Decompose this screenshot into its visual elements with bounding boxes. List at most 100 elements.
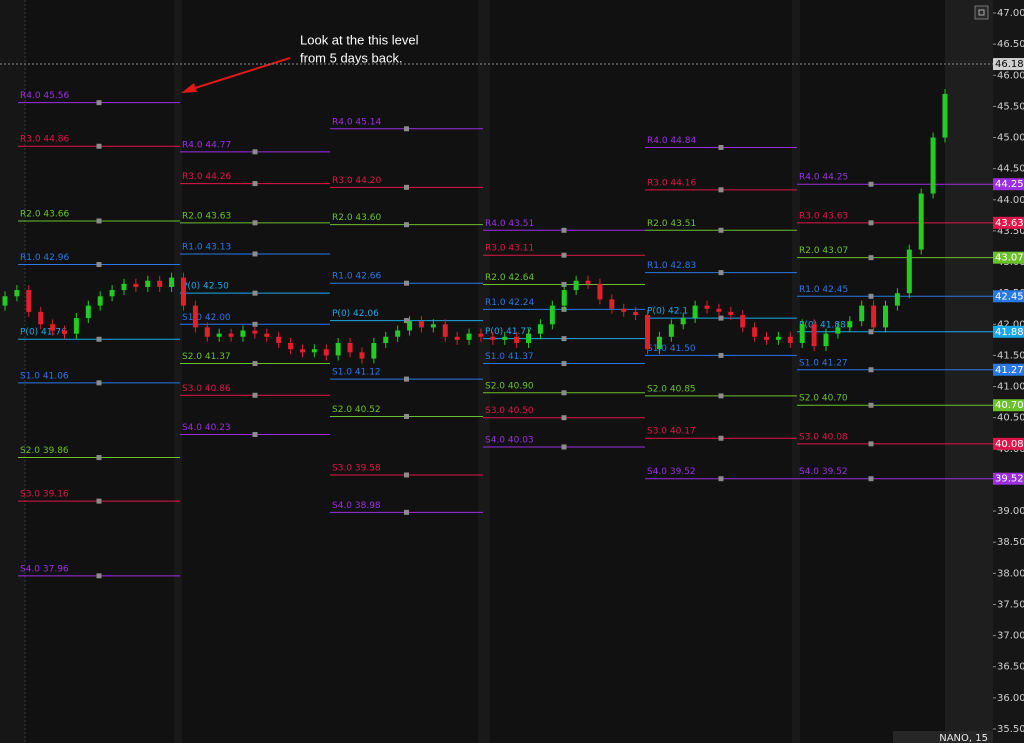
pivot-marker: [252, 251, 258, 257]
pivot-label: S2.0 41.37: [182, 352, 231, 362]
pivot-marker: [718, 315, 724, 321]
candle-body: [180, 277, 186, 306]
pivot-marker: [404, 318, 409, 324]
candle-body: [728, 311, 734, 315]
pivot-label: R2.0 42.64: [485, 273, 534, 283]
candle-body: [490, 336, 496, 340]
candle-body: [395, 330, 401, 337]
pivot-marker: [252, 361, 258, 367]
pivot-label: R3.0 43.11: [485, 244, 534, 254]
pivot-marker: [561, 444, 567, 450]
pivot-label: R1.0 43.13: [182, 242, 231, 252]
candle-body: [133, 283, 139, 287]
candle-body: [14, 290, 20, 297]
candle-body: [145, 280, 151, 287]
pivot-marker: [868, 367, 874, 373]
candle-body: [942, 93, 948, 138]
candle-body: [407, 321, 413, 331]
pivot-label: R4.0 44.84: [647, 136, 696, 146]
settings-button[interactable]: [974, 5, 989, 20]
pivot-marker: [252, 181, 258, 187]
pivot-marker: [718, 352, 724, 358]
candle-body: [121, 283, 127, 291]
pivot-label: R2.0 43.63: [182, 211, 231, 221]
session-band: [478, 0, 490, 743]
pivot-label: R4.0 44.25: [799, 173, 848, 183]
pivot-marker: [404, 472, 409, 478]
candle-body: [823, 333, 829, 347]
pivot-marker: [252, 290, 258, 296]
pivot-marker: [868, 293, 874, 299]
pivot-label: R2.0 43.07: [799, 246, 848, 256]
candle-body: [775, 336, 781, 340]
candle-body: [740, 314, 746, 328]
price-tag: [993, 325, 1024, 338]
pivot-label: R1.0 42.96: [20, 253, 69, 263]
candle-body: [704, 305, 710, 309]
candle-body: [692, 305, 698, 319]
pivot-marker: [561, 415, 567, 421]
candle-body: [668, 324, 674, 337]
pivot-marker: [252, 149, 258, 155]
pivot-marker: [96, 573, 102, 579]
candle-body: [323, 349, 329, 356]
pivot-marker: [404, 376, 409, 382]
candle-body: [240, 330, 246, 337]
pivot-label: S1.0 41.50: [647, 344, 696, 354]
pivot-marker: [404, 184, 409, 190]
pivot-label: R4.0 44.77: [182, 140, 231, 150]
pivot-label: S1.0 41.06: [20, 371, 69, 381]
pivot-marker: [868, 181, 874, 187]
annotation: Look at the this level: [300, 32, 419, 47]
pivot-marker: [561, 390, 567, 396]
footer-label: NANO, 15: [939, 733, 988, 743]
candle-body: [228, 333, 234, 337]
footer-box: [893, 731, 993, 743]
candle-body: [347, 342, 353, 353]
y-tick-label: 46.00: [997, 70, 1024, 81]
pivot-marker: [718, 144, 724, 150]
pivot-label: S3.0 40.50: [485, 406, 534, 416]
y-tick-label: 36.50: [997, 662, 1024, 673]
pivot-marker: [96, 455, 102, 461]
candle-body: [811, 324, 817, 347]
pivot-marker: [718, 270, 724, 276]
candle-body: [26, 290, 32, 312]
pivot-label: S3.0 39.16: [20, 490, 69, 500]
candle-body: [645, 314, 651, 350]
candle-body: [359, 352, 365, 359]
pivot-label: R4.0 45.56: [20, 91, 69, 101]
candle-body: [50, 324, 56, 331]
session-band: [792, 0, 800, 743]
price-tag-label: 39.52: [995, 474, 1024, 485]
candle-body: [311, 349, 317, 353]
candle-body: [526, 333, 532, 343]
pivot-label: P(0) 41.76: [20, 328, 67, 338]
pivot-marker: [718, 187, 724, 193]
y-tick-label: 44.50: [997, 164, 1024, 175]
pivot-marker: [561, 252, 567, 258]
price-tag: [993, 216, 1024, 229]
session-band: [0, 0, 25, 743]
y-tick-label: 37.50: [997, 599, 1024, 610]
candle-body: [97, 296, 103, 306]
candle-body: [418, 321, 424, 328]
y-tick-label: 37.00: [997, 631, 1024, 642]
pivot-label: S3.0 40.17: [647, 427, 696, 437]
pivot-label: P(0) 42.06: [332, 309, 379, 319]
pivot-marker: [404, 280, 409, 286]
pivot-marker: [252, 392, 258, 398]
candle-body: [276, 336, 282, 343]
pivot-label: S4.0 40.23: [182, 423, 231, 433]
price-tag: [993, 58, 1024, 71]
candle-body: [835, 327, 841, 334]
price-tag: [993, 251, 1024, 264]
y-tick-label: 42.00: [997, 319, 1024, 330]
candle-body: [787, 336, 793, 343]
pivot-marker: [404, 126, 409, 132]
candle-body: [918, 193, 924, 250]
pivot-marker: [404, 413, 409, 419]
candle-body: [169, 277, 175, 287]
candle-body: [656, 336, 662, 350]
